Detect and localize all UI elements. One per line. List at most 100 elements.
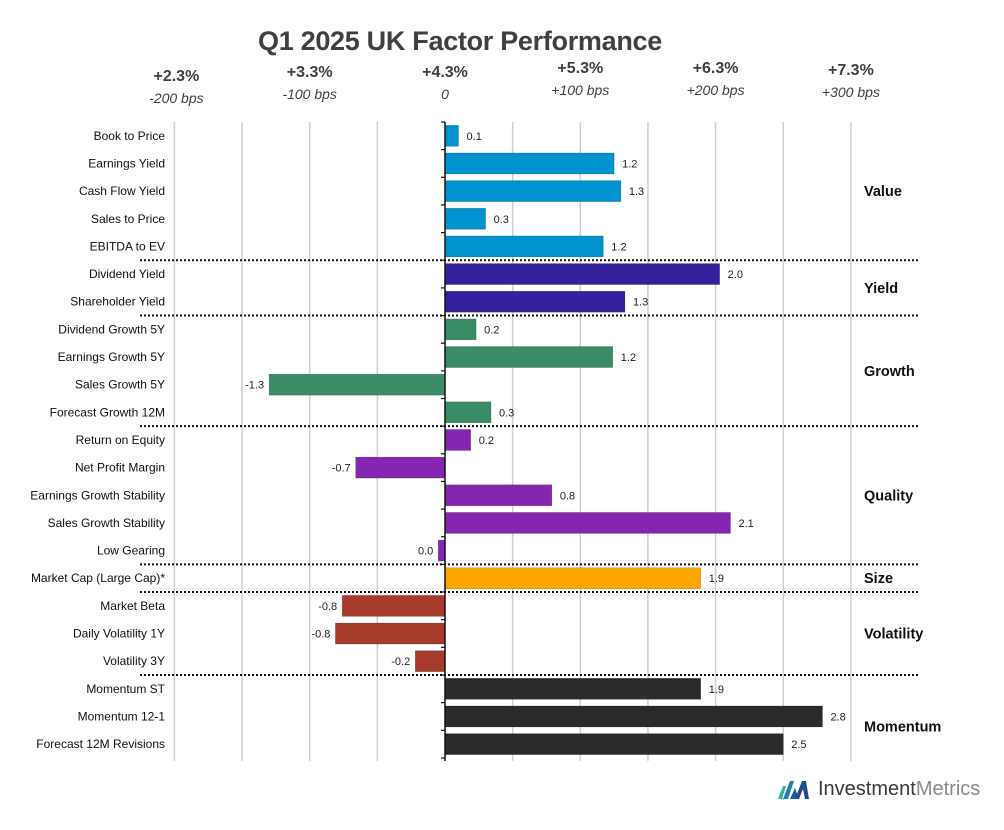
top-axis-pct: +5.3% (557, 60, 604, 77)
top-axis-label: +4.3% 0 (385, 64, 505, 102)
value-label: 0.0 (418, 546, 433, 558)
top-axis-bps: -200 bps (149, 90, 204, 106)
value-label: 2.8 (830, 711, 845, 723)
bar (444, 207, 486, 230)
top-axis-pct: +6.3% (692, 60, 739, 77)
category-label: Momentum 12-1 (78, 709, 166, 723)
category-label: Sales Growth 5Y (75, 378, 165, 392)
logo-text-metrics: Metrics (915, 778, 981, 800)
group-label: Quality (864, 488, 913, 504)
top-axis-pct: +4.3% (422, 64, 468, 81)
group-label: Value (864, 184, 902, 200)
value-label: 1.9 (709, 573, 724, 585)
bar (444, 567, 702, 590)
value-label: -0.7 (332, 463, 351, 475)
top-axis-label: +7.3% +300 bps (791, 62, 911, 100)
logo-text-investment: Investment (818, 778, 916, 800)
top-axis-bps: 0 (441, 86, 449, 102)
top-axis-label: +2.3% -200 bps (116, 68, 236, 106)
value-label: 2.0 (728, 269, 743, 281)
value-label: 1.2 (611, 241, 626, 253)
value-label: -0.2 (391, 656, 410, 668)
category-label: Dividend Growth 5Y (58, 322, 165, 336)
bar (444, 180, 622, 202)
top-axis-bps: +100 bps (551, 82, 610, 98)
group-label: Volatility (864, 627, 923, 643)
category-label: Market Beta (100, 599, 165, 613)
category-label: Earnings Growth 5Y (58, 350, 165, 364)
category-label: Sales to Price (91, 212, 165, 226)
category-label: Volatility 3Y (103, 654, 165, 668)
category-label: Forecast Growth 12M (50, 405, 165, 419)
category-label: Net Profit Margin (75, 461, 165, 475)
top-axis-pct: +3.3% (286, 64, 333, 81)
top-axis-pct: +2.3% (153, 68, 200, 85)
bar (414, 650, 446, 672)
group-label: Momentum (864, 719, 941, 735)
category-label: Forecast 12M Revisions (36, 737, 165, 751)
bar (444, 346, 614, 368)
bar (444, 290, 626, 313)
category-label: Shareholder Yield (70, 295, 165, 309)
value-label: 1.2 (621, 352, 636, 364)
value-label: 0.3 (499, 407, 514, 419)
category-label: EBITDA to EV (90, 239, 165, 253)
chart-title: Q1 2025 UK Factor Performance (258, 26, 662, 56)
value-label: 0.2 (479, 435, 494, 447)
category-label: Return on Equity (76, 433, 165, 447)
top-axis-bps: +200 bps (686, 82, 745, 98)
category-label: Earnings Growth Stability (30, 488, 165, 502)
category-label: Sales Growth Stability (48, 516, 165, 530)
top-axis-label: +3.3% -100 bps (250, 64, 370, 102)
bar (437, 539, 446, 562)
value-label: -1.3 (245, 380, 264, 392)
top-axis-bps: -100 bps (282, 86, 337, 102)
category-label: Dividend Yield (89, 267, 165, 281)
value-label: -0.8 (318, 601, 337, 613)
value-label: 1.3 (633, 297, 648, 309)
category-label: Low Gearing (97, 544, 165, 558)
bar (444, 512, 731, 534)
value-label: 0.3 (494, 214, 509, 226)
top-axis-pct: +7.3% (827, 62, 874, 79)
category-label: Daily Volatility 1Y (73, 627, 165, 641)
category-label: Momentum ST (86, 682, 165, 696)
bar (444, 318, 477, 341)
bar (335, 622, 446, 645)
category-label: Cash Flow Yield (79, 184, 165, 198)
value-label: 0.8 (560, 490, 575, 502)
bar (444, 263, 720, 285)
bar (444, 152, 615, 175)
top-axis-label: +5.3% +100 bps (520, 60, 640, 98)
value-label: 0.1 (467, 131, 482, 143)
bar (444, 429, 472, 451)
category-label: Book to Price (94, 129, 166, 143)
logo-mark-icon (778, 780, 809, 799)
bar (341, 595, 446, 617)
bar (444, 705, 823, 728)
bar (355, 456, 446, 479)
top-axis-label: +6.3% +200 bps (656, 60, 776, 98)
category-label: Earnings Yield (88, 156, 165, 170)
bar (444, 733, 784, 755)
group-label: Size (864, 571, 893, 587)
value-label: 1.2 (622, 158, 637, 170)
category-label: Market Cap (Large Cap)* (31, 571, 165, 585)
investmentmetrics-logo: Investment Metrics (778, 778, 980, 801)
value-label: 1.3 (629, 186, 644, 198)
value-label: 1.9 (709, 684, 724, 696)
value-label: 0.2 (484, 324, 499, 336)
bar (444, 678, 702, 700)
group-label: Yield (864, 281, 898, 297)
value-label: 2.1 (738, 518, 753, 530)
value-label: -0.8 (311, 629, 330, 641)
group-label: Growth (864, 364, 915, 380)
value-label: 2.5 (791, 739, 806, 751)
bar (444, 401, 492, 424)
bar (268, 373, 446, 396)
bar (444, 125, 459, 147)
bar (444, 235, 604, 258)
top-axis-bps: +300 bps (821, 84, 880, 100)
bar (444, 484, 553, 507)
